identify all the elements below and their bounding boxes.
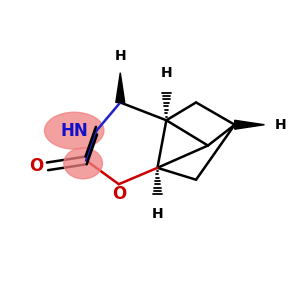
Polygon shape (116, 73, 125, 102)
Text: H: H (152, 207, 163, 221)
Polygon shape (235, 120, 264, 129)
Text: H: H (115, 50, 126, 63)
Text: HN: HN (60, 122, 88, 140)
Text: O: O (29, 157, 44, 175)
Text: H: H (160, 66, 172, 80)
Text: O: O (112, 185, 126, 203)
Text: H: H (275, 118, 286, 132)
Ellipse shape (44, 112, 104, 149)
Ellipse shape (64, 148, 102, 179)
